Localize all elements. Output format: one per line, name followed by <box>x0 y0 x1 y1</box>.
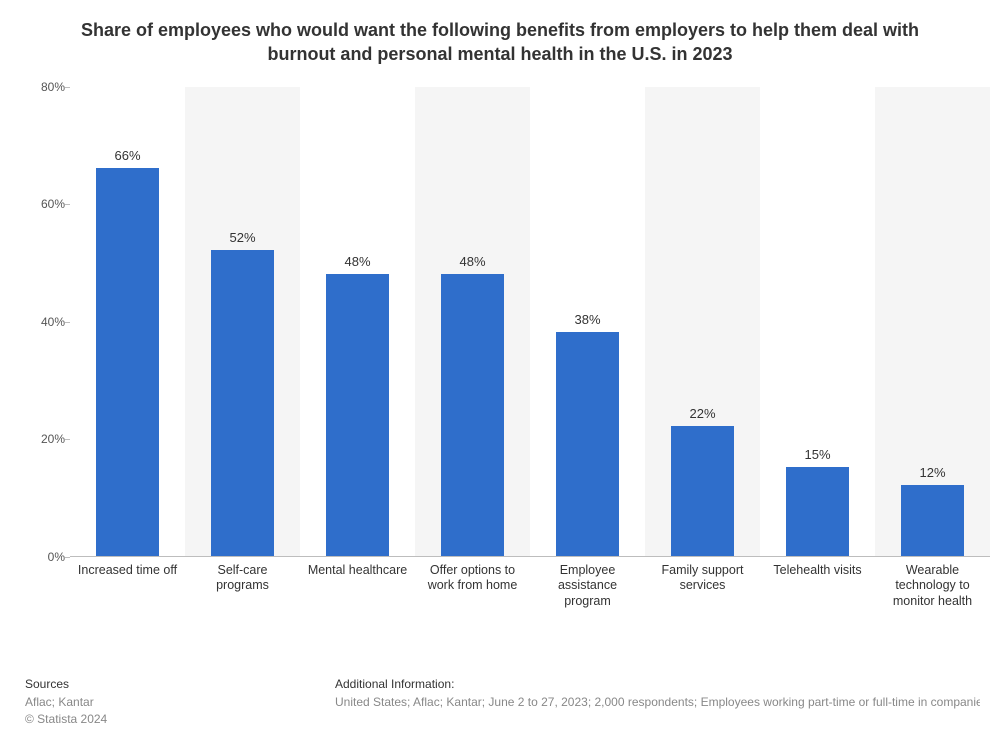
bar-value-label: 22% <box>689 406 715 421</box>
copyright-text: © Statista 2024 <box>25 711 125 728</box>
bar: 38% <box>556 332 619 555</box>
sources-text: Aflac; Kantar <box>25 694 125 711</box>
chart-title: Share of employees who would want the fo… <box>0 0 1000 77</box>
x-tick-label: Mental healthcare <box>300 563 415 610</box>
y-tick-label: 40% <box>30 315 65 329</box>
bar: 52% <box>211 250 274 556</box>
y-tick-label: 20% <box>30 432 65 446</box>
y-tick-label: 60% <box>30 197 65 211</box>
bar: 12% <box>901 485 964 556</box>
bar-value-label: 66% <box>114 148 140 163</box>
x-tick-label: Employee assistance program <box>530 563 645 610</box>
additional-info-text: United States; Aflac; Kantar; June 2 to … <box>335 694 980 711</box>
bar-value-label: 15% <box>804 447 830 462</box>
bar-value-label: 48% <box>344 254 370 269</box>
bar-value-label: 52% <box>229 230 255 245</box>
bar: 48% <box>441 274 504 556</box>
x-tick-label: Increased time off <box>70 563 185 610</box>
chart-area: Percentage of employers 66%52%48%48%38%2… <box>0 77 1000 668</box>
bar: 22% <box>671 426 734 555</box>
bar: 66% <box>96 168 159 556</box>
sources-heading: Sources <box>25 677 125 691</box>
bar-value-label: 12% <box>919 465 945 480</box>
bar-value-label: 48% <box>459 254 485 269</box>
bar-value-label: 38% <box>574 312 600 327</box>
x-tick-label: Family support services <box>645 563 760 610</box>
x-tick-label: Offer options to work from home <box>415 563 530 610</box>
plot-area: 66%52%48%48%38%22%15%12% 0%20%40%60%80% <box>70 87 990 557</box>
x-tick-label: Self-care programs <box>185 563 300 610</box>
x-tick-label: Wearable technology to monitor health <box>875 563 990 610</box>
additional-info-heading: Additional Information: <box>335 677 980 691</box>
bar: 48% <box>326 274 389 556</box>
bar: 15% <box>786 467 849 555</box>
y-tick-label: 80% <box>30 80 65 94</box>
y-tick-label: 0% <box>30 550 65 564</box>
x-tick-label: Telehealth visits <box>760 563 875 610</box>
chart-footer: Sources Aflac; Kantar © Statista 2024 Ad… <box>0 667 1000 743</box>
